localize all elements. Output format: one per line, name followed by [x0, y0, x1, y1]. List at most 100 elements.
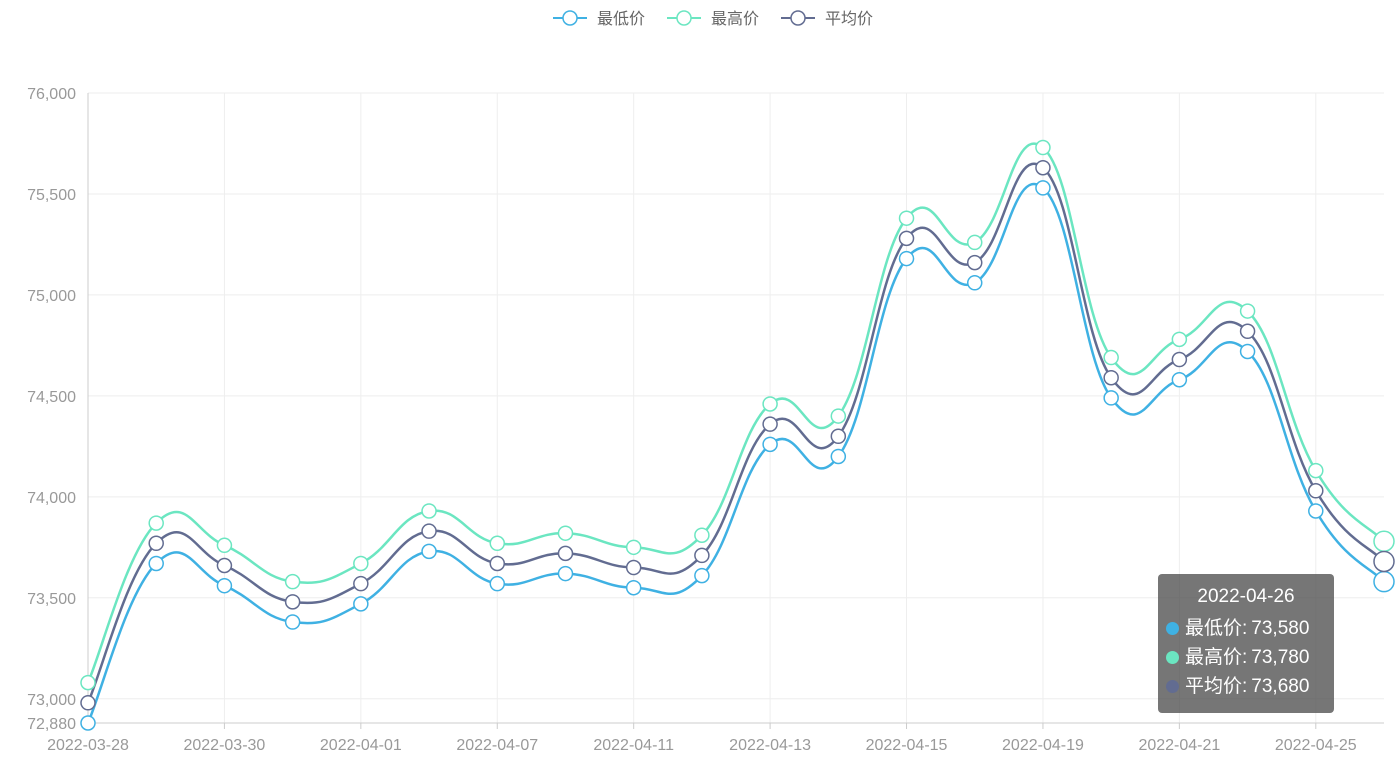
data-point[interactable] — [1103, 349, 1119, 366]
data-point[interactable] — [1035, 159, 1051, 176]
x-tick-label: 2022-04-21 — [1138, 737, 1220, 754]
grid — [88, 92, 1384, 723]
data-point[interactable] — [1239, 323, 1256, 340]
x-tick-label: 2022-03-30 — [183, 737, 265, 754]
data-point[interactable] — [216, 537, 233, 554]
tooltip-label-low: 最低价 — [1185, 618, 1243, 639]
legend-label: 最低价 — [597, 10, 645, 28]
tooltip: 2022-04-26 最低价: 73,580 最高价: 73,780 平均价: … — [1158, 574, 1334, 713]
tooltip-sep-low: : — [1242, 618, 1248, 639]
x-tick-label: 2022-03-28 — [47, 737, 129, 754]
data-point[interactable] — [1103, 390, 1119, 406]
data-point[interactable] — [1171, 371, 1188, 388]
legend-item-3[interactable]: 平均价 — [781, 10, 873, 28]
legend-item-2[interactable]: 最高价 — [667, 10, 759, 28]
data-point[interactable] — [1308, 483, 1324, 499]
data-point[interactable] — [80, 674, 96, 691]
tooltip-label-high: 最高价 — [1185, 647, 1243, 668]
legend: 最低价 最高价 平均价 — [553, 10, 873, 28]
x-tick-label: 2022-04-15 — [866, 737, 948, 754]
tooltip-value-high: 73,780 — [1251, 647, 1310, 668]
data-point[interactable] — [1171, 351, 1188, 368]
x-tick-label: 2022-04-11 — [593, 737, 674, 754]
tooltip-sep-avg: : — [1242, 676, 1248, 697]
x-tick-label: 2022-04-01 — [320, 737, 402, 754]
x-tick-label: 2022-04-13 — [729, 737, 811, 754]
data-point[interactable] — [489, 535, 506, 552]
data-point[interactable] — [966, 254, 983, 271]
data-point[interactable] — [625, 559, 642, 576]
x-tick-label: 2022-04-07 — [456, 737, 538, 754]
legend-label: 平均价 — [825, 10, 873, 28]
y-tick-label: 75,000 — [27, 288, 76, 305]
data-point[interactable] — [762, 416, 778, 432]
data-point[interactable] — [830, 448, 847, 465]
tooltip-row-high: 最高价: 73,780 — [1166, 643, 1334, 672]
tooltip-value-low: 73,580 — [1251, 618, 1310, 639]
tooltip-marker-low — [1166, 622, 1179, 635]
data-point[interactable] — [148, 555, 164, 572]
data-point[interactable] — [80, 695, 96, 711]
data-point[interactable] — [353, 575, 369, 592]
data-point[interactable] — [1373, 530, 1395, 553]
data-point[interactable] — [489, 575, 506, 592]
data-point[interactable] — [557, 545, 574, 562]
legend-marker — [790, 10, 806, 26]
tooltip-value-avg: 73,680 — [1251, 676, 1310, 697]
data-point[interactable] — [694, 547, 710, 564]
data-point[interactable] — [148, 535, 164, 552]
data-point[interactable] — [489, 555, 506, 572]
data-point[interactable] — [557, 525, 574, 541]
data-point[interactable] — [762, 436, 778, 453]
data-point[interactable] — [1373, 550, 1395, 573]
y-tick-label: 72,880 — [27, 716, 76, 733]
legend-item-1[interactable]: 最低价 — [553, 10, 645, 28]
y-tick-label: 75,500 — [27, 187, 76, 204]
data-point[interactable] — [1035, 180, 1051, 196]
data-point[interactable] — [353, 596, 369, 612]
legend-marker — [562, 10, 578, 26]
data-point[interactable] — [284, 614, 301, 630]
y-tick-label: 74,500 — [27, 389, 76, 406]
data-point[interactable] — [353, 555, 369, 572]
y-tick-label: 73,500 — [27, 591, 76, 608]
data-point[interactable] — [1239, 303, 1256, 319]
data-point[interactable] — [830, 428, 847, 445]
data-point[interactable] — [762, 396, 778, 412]
data-point[interactable] — [216, 577, 233, 594]
y-tick-label: 74,000 — [27, 490, 76, 507]
data-point[interactable] — [694, 527, 710, 543]
data-point[interactable] — [1239, 343, 1256, 360]
data-point[interactable] — [966, 234, 983, 251]
data-point[interactable] — [284, 573, 301, 590]
data-point[interactable] — [557, 565, 574, 582]
data-point[interactable] — [898, 230, 915, 247]
data-point[interactable] — [1308, 462, 1324, 479]
tooltip-title: 2022-04-26 — [1197, 586, 1295, 607]
data-point[interactable] — [966, 275, 983, 291]
data-point[interactable] — [625, 539, 642, 556]
data-point[interactable] — [80, 715, 96, 731]
data-point[interactable] — [625, 579, 642, 596]
data-point[interactable] — [284, 594, 301, 610]
data-point[interactable] — [1308, 503, 1324, 519]
data-point[interactable] — [421, 523, 437, 539]
data-point[interactable] — [148, 515, 164, 531]
data-point[interactable] — [216, 557, 233, 574]
data-point[interactable] — [898, 210, 915, 226]
data-point[interactable] — [898, 250, 915, 267]
data-point[interactable] — [1103, 369, 1119, 386]
tooltip-row-avg: 平均价: 73,680 — [1166, 672, 1334, 701]
y-tick-label: 76,000 — [27, 86, 76, 103]
data-point[interactable] — [830, 408, 847, 424]
data-point[interactable] — [1035, 139, 1051, 156]
data-point[interactable] — [421, 503, 437, 519]
y-tick-label: 73,000 — [27, 692, 76, 709]
data-point[interactable] — [694, 567, 710, 584]
data-point[interactable] — [421, 543, 437, 560]
axes: 72,880 73,000 73,500 74,000 74,500 75,000 75,5… — [27, 86, 1384, 754]
data-point[interactable] — [1171, 331, 1188, 348]
data-point[interactable] — [1373, 570, 1395, 593]
